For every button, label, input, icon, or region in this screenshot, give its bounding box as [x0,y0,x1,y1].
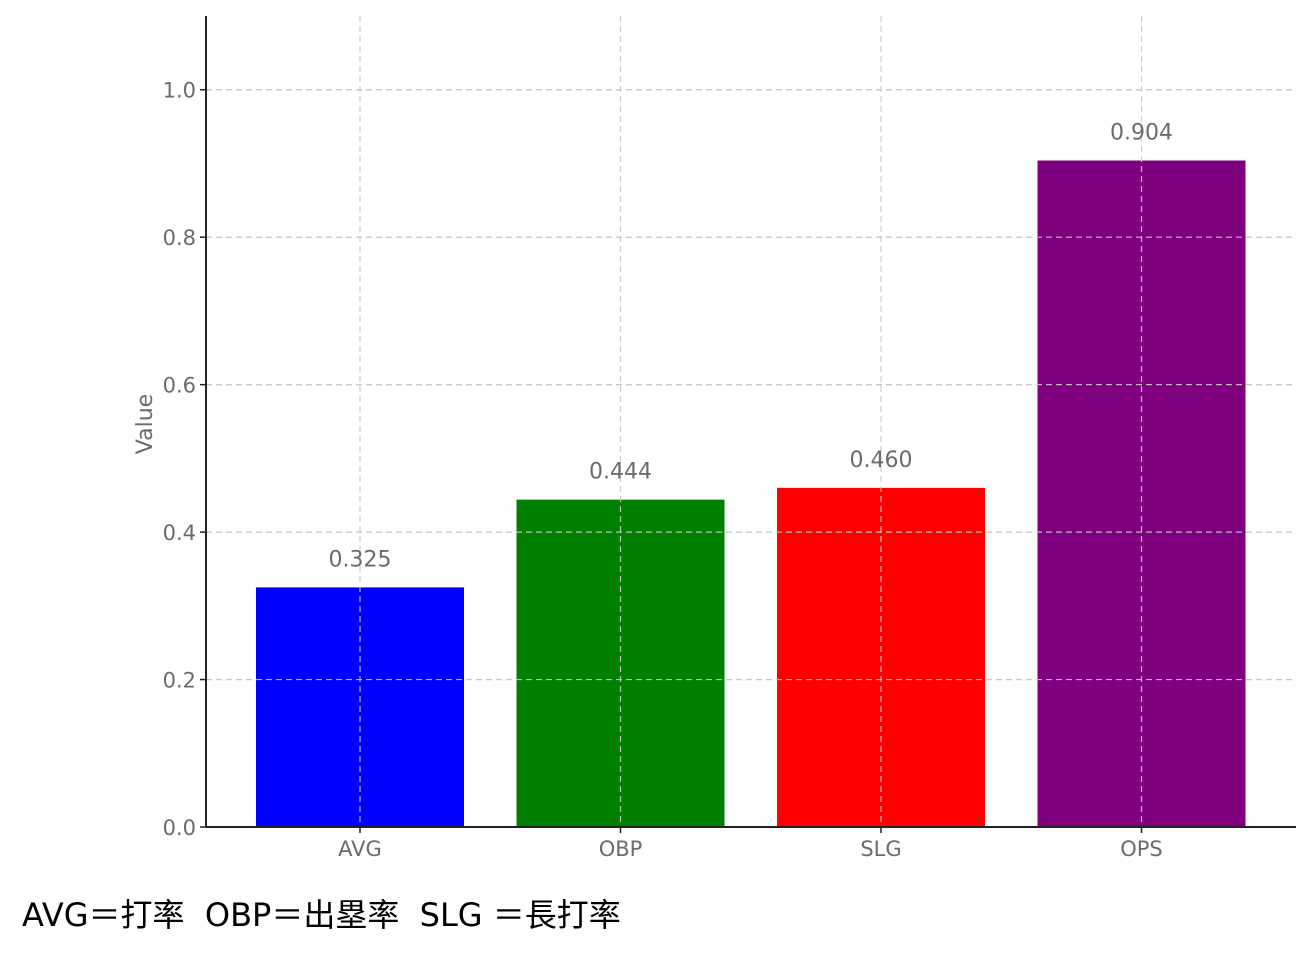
data-label: 0.325 [329,547,392,572]
x-tick-label: AVG [338,837,382,861]
axes [200,16,1296,833]
bar-obp [516,499,725,827]
y-tick-label: 0.0 [163,816,196,840]
y-tick-label: 0.2 [163,669,196,693]
y-tick-label: 0.6 [163,374,196,398]
labels: 0.0 0.2 0.4 0.6 0.8 1.0 AVG 0.325 OBP 0.444 SLG 0.4… [163,79,1173,861]
footnote: AVG＝打率 OBP＝出塁率 SLG ＝長打率 [22,896,621,934]
bar-chart: 0.0 0.2 0.4 0.6 0.8 1.0 AVG 0.325 OBP 0.444 SLG 0.4… [133,16,1296,861]
y-tick-label: 0.4 [163,521,196,545]
x-tick-label: OPS [1120,837,1163,861]
x-tick-label: OBP [599,837,643,861]
data-label: 0.444 [589,460,652,485]
y-tick-label: 1.0 [163,79,196,103]
bars [206,16,1296,828]
data-label: 0.904 [1110,121,1173,146]
data-label: 0.460 [850,448,913,473]
x-tick-label: SLG [860,837,901,861]
y-tick-label: 0.8 [163,226,196,250]
y-axis-title: Value [133,394,158,454]
